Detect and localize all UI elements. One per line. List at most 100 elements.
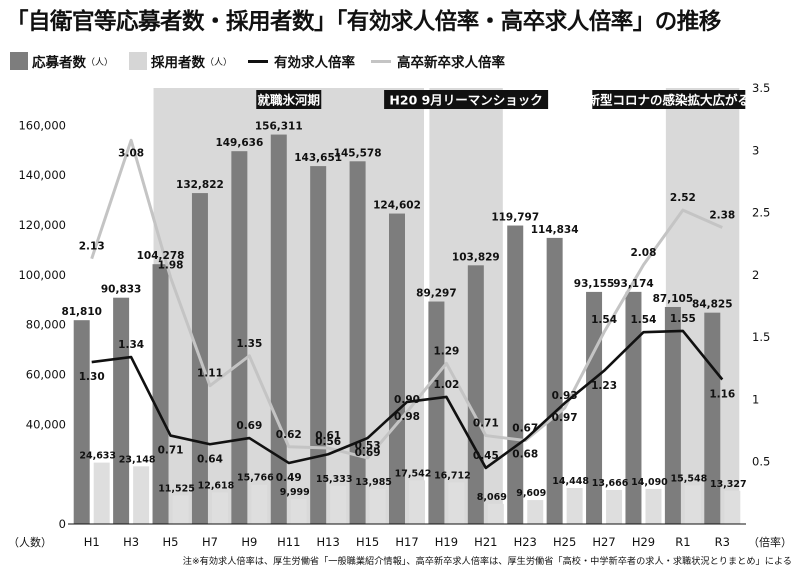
y-right-tick-0: 0.5	[752, 455, 770, 469]
label-applicants-H27: 93,155	[574, 278, 615, 290]
label-job-ratio-H13: 0.56	[315, 436, 341, 448]
label-job-ratio-H25: 0.97	[552, 412, 578, 424]
bar-hired-R1	[684, 485, 701, 524]
legend: 応募者数 （人） 採用者数 （人） 有効求人倍率 高卒新卒求人倍率	[10, 50, 521, 72]
bar-applicants-H27	[586, 291, 603, 524]
label-hs-ratio-R3: 2.38	[709, 210, 735, 222]
line-job-ratio	[91, 329, 724, 470]
label-hs-ratio-H3: 3.08	[118, 147, 144, 159]
x-tick-R3: R3	[715, 535, 730, 549]
y-right-unit: （倍率）	[748, 535, 792, 549]
label-hired-H5: 11,525	[158, 483, 195, 494]
label-job-ratio-H19: 1.02	[433, 379, 459, 391]
label-applicants-H13: 143,651	[294, 152, 342, 164]
legend-label-job-ratio: 有効求人倍率	[274, 55, 356, 71]
x-tick-H11: H11	[277, 535, 300, 549]
label-applicants-H5: 104,278	[137, 250, 185, 262]
label-hired-H15: 13,985	[355, 477, 392, 488]
bar-applicants-H23	[507, 225, 524, 524]
bar-hired-H23	[527, 500, 544, 524]
label-applicants-H3: 90,833	[101, 284, 142, 296]
legend-label-hs-ratio: 高卒新卒求人倍率	[397, 55, 506, 71]
bar-applicants-H5	[152, 264, 169, 524]
label-job-ratio-H17: 0.98	[394, 411, 420, 423]
legend-swatch-hired	[129, 52, 148, 70]
label-hs-ratio-H15: 0.53	[355, 440, 381, 452]
legend-label-hired: 採用者数	[151, 55, 206, 71]
bar-applicants-H29	[625, 291, 642, 524]
y-right-tick-4: 2.5	[752, 206, 770, 220]
period-label-bg-0	[256, 90, 322, 109]
axes: 0 40,000 60,000 80,000 100,000 120,000 140,000…	[8, 81, 792, 549]
x-tick-H5: H5	[163, 535, 179, 549]
label-hs-ratio-H13: 0.61	[315, 430, 341, 442]
bar-applicants-H15	[349, 161, 366, 525]
label-hs-ratio-H25: 0.93	[552, 390, 578, 402]
label-applicants-H1: 81,810	[61, 306, 102, 318]
label-job-ratio-R3: 1.16	[709, 388, 735, 400]
label-hired-H19: 16,712	[434, 470, 471, 481]
label-applicants-R1: 87,105	[653, 293, 694, 305]
x-tick-H13: H13	[317, 535, 340, 549]
legend-unit-hired: （人）	[205, 57, 233, 68]
period-label-1: H20 9月リーマンショック	[389, 93, 542, 108]
bar-applicants-H13	[310, 166, 327, 524]
label-hs-ratio-H23: 0.67	[512, 423, 538, 435]
bar-applicants-H25	[546, 237, 563, 524]
lines	[90, 138, 724, 470]
label-hs-ratio-H29: 2.08	[631, 247, 657, 259]
label-job-ratio-H29: 1.54	[631, 314, 657, 326]
bar-applicants-H3	[113, 297, 130, 524]
label-hired-H27: 13,666	[592, 478, 629, 489]
bar-hired-H17	[409, 480, 425, 524]
y-left-tick-5: 120,000	[18, 218, 66, 232]
legend-job-ratio: 有効求人倍率	[248, 51, 355, 71]
y-left-tick-6: 140,000	[18, 168, 66, 182]
label-hs-ratio-H5: 1.98	[158, 259, 184, 271]
bar-applicants-H17	[389, 213, 405, 524]
label-hired-R1: 15,548	[671, 473, 708, 484]
y-left-tick-3: 80,000	[26, 318, 66, 332]
label-applicants-H11: 156,311	[255, 121, 303, 133]
label-hired-H1: 24,633	[79, 451, 116, 462]
y-left-tick-0: 0	[59, 517, 66, 531]
bar-hired-H21	[487, 503, 504, 524]
chart-title: 「自衛官等応募者数・採用者数」「有効求人倍率・高卒求人倍率」の推移	[6, 9, 721, 35]
bars	[73, 134, 741, 525]
label-hs-ratio-H27: 1.54	[591, 314, 617, 326]
label-applicants-R3: 84,825	[692, 299, 733, 311]
label-applicants-H9: 149,636	[215, 137, 263, 149]
y-right-tick-2: 1.5	[752, 330, 770, 344]
label-hired-H23: 9,609	[516, 488, 546, 499]
line-hs-ratio	[90, 138, 723, 460]
bar-hired-H11	[290, 499, 307, 524]
legend-label-applicants: 応募者数	[32, 55, 86, 71]
y-right-tick-5: 3	[752, 143, 759, 157]
x-tick-H3: H3	[123, 535, 139, 549]
x-tick-H27: H27	[592, 535, 615, 549]
label-hs-ratio-H7: 1.11	[197, 368, 223, 380]
legend-swatch-applicants	[10, 52, 28, 70]
label-hired-H29: 14,090	[631, 477, 668, 488]
period-label-bg-2	[592, 90, 746, 109]
label-hired-H17: 17,542	[395, 468, 432, 479]
period-label-0: 就職氷河期	[258, 93, 321, 108]
label-job-ratio-H5: 0.71	[158, 445, 184, 457]
label-applicants-H15: 145,578	[334, 147, 382, 159]
label-hs-ratio-R1: 2.52	[670, 192, 696, 204]
label-job-ratio-H23: 0.68	[512, 448, 538, 460]
label-hired-H21: 8,069	[477, 492, 507, 503]
label-applicants-H21: 103,829	[452, 251, 500, 263]
label-applicants-H25: 114,834	[531, 224, 579, 236]
bar-applicants-H21	[467, 265, 484, 524]
legend-hs-ratio: 高卒新卒求人倍率	[371, 51, 505, 71]
y-right-tick-3: 2	[752, 268, 759, 282]
bar-hired-H13	[330, 485, 347, 524]
period-label-bg-1	[384, 90, 549, 109]
label-hs-ratio-H11: 0.62	[276, 429, 302, 441]
y-left-tick-4: 100,000	[18, 268, 66, 282]
bar-hired-H19	[448, 482, 465, 524]
label-job-ratio-H1: 1.30	[79, 371, 105, 383]
y-right-tick-6: 3.5	[752, 81, 770, 95]
label-job-ratio-H11: 0.49	[276, 472, 302, 484]
